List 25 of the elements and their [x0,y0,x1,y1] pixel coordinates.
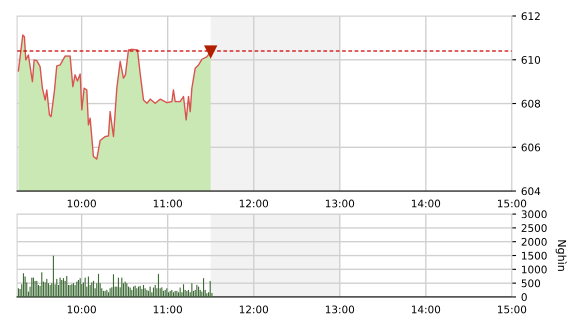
y-tick-label: 0 [522,293,527,302]
y-tick-label: 612 [522,12,540,20]
x-tick-label: 14:00 [412,200,440,208]
x-tick-label: 12:00 [240,305,268,314]
x-tick-label: 14:00 [412,305,440,314]
y-tick-label: 2000 [522,238,547,246]
x-tick-label: 11:00 [154,200,182,208]
y-tick-label: 500 [522,279,540,288]
y-tick-label: 3000 [522,210,547,218]
x-tick-label: 15:00 [498,200,526,208]
x-tick-label: 10:00 [68,200,96,208]
x-tick-label: 10:00 [68,305,96,314]
x-tick-label: 12:00 [240,200,268,208]
y-tick-label: 604 [522,187,540,196]
y-tick-label: 608 [522,100,540,108]
x-tick-label: 15:00 [498,305,526,314]
y-tick-label: 1500 [522,252,547,260]
y-tick-label: 1000 [522,266,547,274]
x-tick-label: 13:00 [326,200,354,208]
x-tick-label: 13:00 [326,305,354,314]
y-tick-label: 606 [522,144,540,152]
y-axis-title: Nghìn [556,240,567,271]
y-tick-label: 2500 [522,224,547,232]
x-tick-label: 11:00 [154,305,182,314]
y-tick-label: 610 [522,56,540,64]
